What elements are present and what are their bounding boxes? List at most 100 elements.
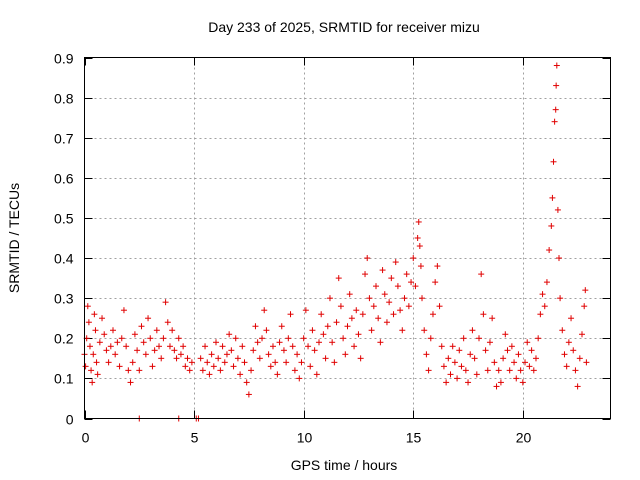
data-point [267,363,274,370]
data-point [138,323,145,330]
data-point [375,315,382,322]
data-point [237,371,244,378]
data-point [559,327,566,334]
data-point [353,307,360,314]
data-point [379,267,386,274]
data-point [555,255,562,262]
data-point [186,367,193,374]
data-point [331,359,338,366]
data-point [397,307,404,314]
data-point [101,331,108,338]
data-point [86,343,93,350]
data-point [263,327,270,334]
data-point [493,383,500,390]
data-point [118,335,125,342]
data-point [465,379,472,386]
data-point [109,327,116,334]
data-point [403,271,410,278]
data-point [537,311,544,318]
data-point [175,335,182,342]
data-point [215,355,222,362]
data-point [82,363,89,370]
data-point [94,371,101,378]
data-point [285,335,292,342]
data-point [96,339,103,346]
data-point [182,363,189,370]
data-point [515,351,522,358]
data-point [500,355,507,362]
data-point [320,331,327,338]
data-point [412,283,419,290]
data-point [125,367,132,374]
data-point [392,259,399,266]
data-point [99,315,106,322]
data-point [574,383,581,390]
data-point [543,279,550,286]
data-point [302,307,309,314]
data-point [447,371,454,378]
data-point [460,335,467,342]
x-axis-label: GPS time / hours [291,457,398,473]
data-point [206,371,213,378]
data-point [372,283,379,290]
data-point [410,255,417,262]
y-tick-label: 0.7 [54,131,74,147]
data-point [462,367,469,374]
data-point [243,379,250,386]
data-point [351,343,358,350]
data-point [386,299,393,306]
data-point [362,271,369,278]
y-axis-label: SRMTID / TECUs [6,183,22,293]
data-point [140,339,147,346]
data-point [438,343,445,350]
data-point [131,331,138,338]
data-point [287,311,294,318]
x-tick-label: 15 [406,430,422,446]
data-point [184,355,191,362]
data-point [248,367,255,374]
data-point [120,307,127,314]
data-point [478,271,485,278]
x-tick-label: 5 [191,430,199,446]
data-point [329,339,336,346]
data-point [561,351,568,358]
data-point [414,235,421,241]
data-point [88,367,95,374]
data-point [344,323,351,330]
data-point [495,367,502,374]
data-points [81,62,590,422]
data-point [241,359,248,366]
data-point [298,359,305,366]
data-point [147,335,154,342]
data-point [84,303,91,310]
data-point [164,319,171,326]
data-point [491,359,498,366]
data-point [254,339,261,346]
data-point [89,379,96,386]
data-point [572,367,579,374]
data-point [548,222,555,229]
data-point [425,367,432,374]
chart-title: Day 233 of 2025, SRMTID for receiver miz… [208,19,480,35]
data-point [204,359,211,366]
data-point [419,295,426,302]
data-point [449,343,456,350]
data-point [226,331,233,338]
data-point [570,347,577,354]
data-point [162,299,169,306]
y-tick-label: 0.8 [54,91,74,107]
x-tick-label: 10 [297,430,313,446]
data-point [497,379,504,386]
data-point [259,335,266,342]
data-point [408,279,415,286]
data-point [145,315,152,322]
data-point [326,295,333,302]
data-point [415,218,422,225]
data-point [421,327,428,334]
data-point [502,331,509,338]
data-point [565,339,572,346]
data-point [489,315,496,322]
data-point [511,359,518,366]
data-point [443,379,450,386]
grid-lines [84,57,611,419]
